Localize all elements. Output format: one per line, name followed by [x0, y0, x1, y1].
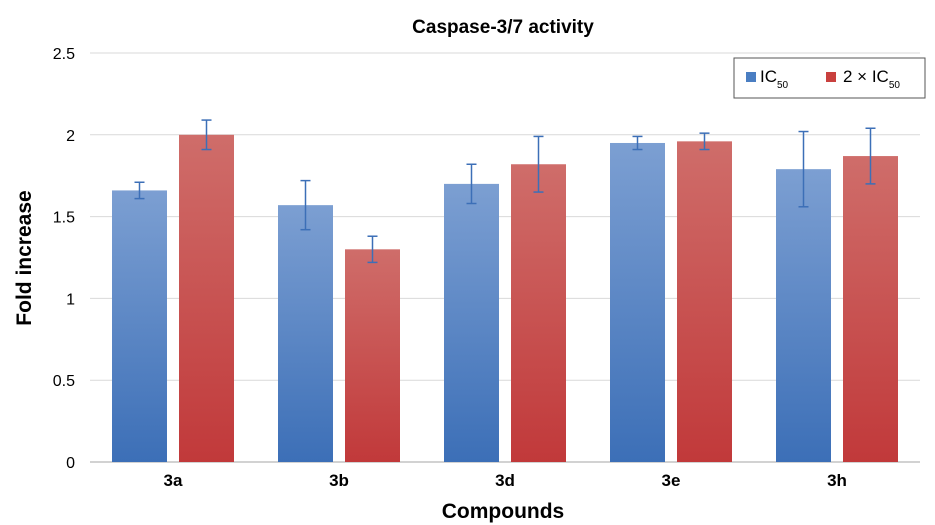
error-bar-3d	[533, 135, 544, 193]
x-tick-label: 3d	[495, 471, 515, 490]
x-tick-label: 3b	[329, 471, 349, 490]
legend-swatch-2ic50	[826, 72, 836, 82]
error-bar-3e	[699, 132, 710, 151]
error-bar-3b	[367, 235, 378, 264]
x-tick-label: 3h	[827, 471, 847, 490]
bar-2ic50-3b	[345, 249, 400, 462]
error-bar-3h	[798, 130, 809, 208]
y-axis-title: Fold increase	[13, 190, 36, 325]
chart-title: Caspase-3/7 activity	[412, 17, 594, 38]
bars	[112, 134, 898, 463]
bar-2ic50-3d	[511, 164, 566, 463]
error-bar-3h	[865, 127, 876, 185]
y-tick-label: 1	[66, 291, 75, 308]
bar-ic50-3h	[776, 169, 831, 462]
legend-swatch-ic50	[746, 72, 756, 82]
legend-label-2ic50-sub: 50	[889, 80, 901, 91]
bar-ic50-3b	[278, 205, 333, 462]
error-bar-3a	[134, 181, 145, 200]
legend-label-ic50-sub: 50	[777, 80, 789, 91]
error-bar-3d	[466, 163, 477, 205]
bar-ic50-3d	[444, 183, 499, 462]
y-tick-label: 2	[66, 128, 75, 145]
x-tick-label: 3a	[164, 471, 183, 490]
legend-label-ic50: IC50	[760, 67, 789, 91]
error-bars	[134, 119, 876, 264]
x-tick-label: 3e	[662, 471, 681, 490]
axis-labels: 0 0.5 1 1.5 2 2.5 3a 3b 3d 3e 3h	[53, 46, 847, 490]
y-tick-label: 1.5	[53, 210, 75, 227]
y-tick-label: 0.5	[53, 373, 75, 390]
error-bar-3e	[632, 135, 643, 151]
legend-label-2ic50: 2 × IC50	[843, 67, 900, 91]
bar-2ic50-3h	[843, 156, 898, 462]
legend-label-2ic50-main: 2 × IC	[843, 67, 889, 86]
error-bar-3a	[201, 119, 212, 151]
x-axis-title: Compounds	[442, 500, 564, 523]
bar-2ic50-3a	[179, 134, 234, 463]
y-tick-label: 0	[66, 455, 75, 472]
error-bar-3b	[300, 179, 311, 231]
y-tick-label: 2.5	[53, 46, 75, 63]
legend-label-ic50-main: IC	[760, 67, 777, 86]
bar-2ic50-3e	[677, 141, 732, 462]
bar-ic50-3a	[112, 190, 167, 462]
legend: IC50 2 × IC50	[733, 57, 926, 99]
bar-ic50-3e	[610, 142, 665, 463]
